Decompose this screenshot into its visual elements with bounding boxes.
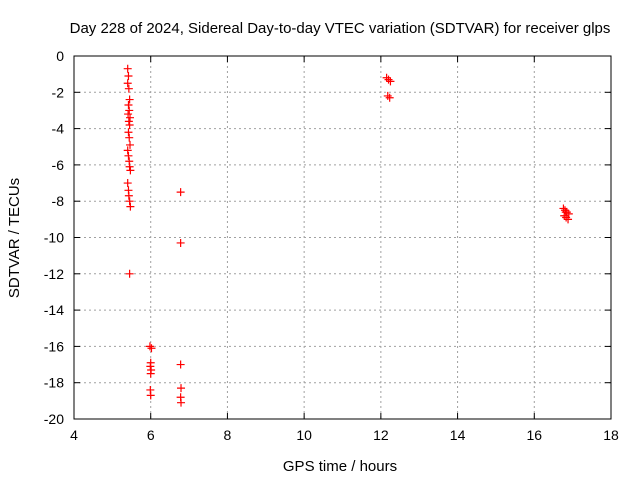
data-point <box>145 342 154 351</box>
data-point <box>124 84 133 93</box>
data-point <box>125 133 134 142</box>
data-point <box>564 215 573 224</box>
data-point <box>126 140 135 149</box>
data-point <box>177 398 186 407</box>
data-point <box>125 106 134 115</box>
data-points <box>123 64 573 407</box>
data-point <box>561 208 570 217</box>
data-point <box>124 110 133 119</box>
data-point <box>147 344 156 353</box>
y-tick-label: -16 <box>44 338 64 354</box>
data-point <box>124 117 133 126</box>
data-point <box>176 188 185 197</box>
data-point <box>382 73 391 82</box>
y-tick-label: -20 <box>44 411 64 427</box>
data-point <box>560 206 569 215</box>
data-point <box>126 113 135 122</box>
y-tick-label: -10 <box>44 230 64 246</box>
data-point <box>124 151 133 160</box>
data-point <box>146 369 155 378</box>
data-point <box>176 360 185 369</box>
data-point <box>123 64 132 73</box>
data-point <box>123 146 132 155</box>
y-tick-label: -12 <box>44 266 64 282</box>
x-tick-label: 10 <box>296 427 312 443</box>
data-point <box>123 79 132 88</box>
y-tick-label: -18 <box>44 375 64 391</box>
x-tick-label: 16 <box>526 427 542 443</box>
y-tick-label: -2 <box>52 84 65 100</box>
data-point <box>560 211 569 220</box>
data-point <box>383 91 392 100</box>
x-tick-label: 6 <box>147 427 155 443</box>
data-point <box>385 93 394 102</box>
data-point <box>124 71 133 80</box>
axis-ticks <box>73 55 612 420</box>
x-axis-label: GPS time / hours <box>283 458 397 475</box>
x-tick-label: 4 <box>70 427 78 443</box>
x-tick-label: 14 <box>450 427 466 443</box>
x-tick-labels: 4 6 8 10 12 14 16 18 <box>70 427 619 443</box>
y-tick-label: 0 <box>56 48 64 64</box>
data-point <box>386 77 395 86</box>
data-point <box>176 238 185 247</box>
data-point <box>177 384 186 393</box>
x-tick-label: 8 <box>224 427 232 443</box>
x-tick-label: 18 <box>603 427 619 443</box>
grid-lines <box>74 56 611 419</box>
data-point <box>125 95 134 104</box>
data-point <box>125 120 134 129</box>
y-tick-labels: -20-18-16-14-12-10-8-6-4-20 <box>44 48 64 427</box>
data-point <box>126 202 135 211</box>
data-point <box>146 362 155 371</box>
y-tick-label: -8 <box>52 193 65 209</box>
data-point <box>146 391 155 400</box>
chart-title: Day 228 of 2024, Sidereal Day-to-day VTE… <box>70 20 611 37</box>
x-tick-label: 12 <box>373 427 389 443</box>
data-point <box>125 162 134 171</box>
data-point <box>124 128 133 137</box>
data-point <box>124 191 133 200</box>
y-tick-label: -6 <box>52 157 65 173</box>
data-point <box>384 75 393 84</box>
y-axis-label: SDTVAR / TECUs <box>6 178 23 298</box>
data-point <box>124 101 133 110</box>
y-tick-label: -14 <box>44 302 64 318</box>
data-point <box>123 179 132 188</box>
data-point <box>125 197 134 206</box>
data-point <box>126 166 135 175</box>
y-tick-label: -4 <box>52 121 65 137</box>
data-point <box>125 269 134 278</box>
